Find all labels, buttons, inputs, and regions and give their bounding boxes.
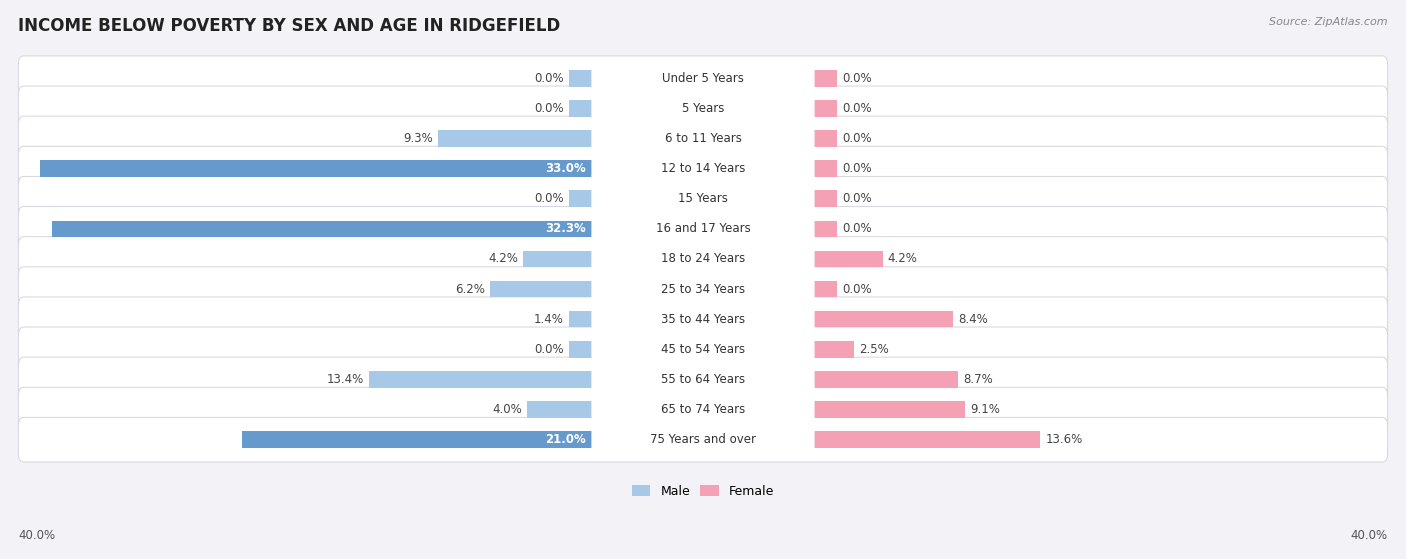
Text: 5 Years: 5 Years [682,102,724,115]
FancyBboxPatch shape [18,267,1388,311]
Text: 0.0%: 0.0% [534,192,564,205]
Text: 18 to 24 Years: 18 to 24 Years [661,253,745,266]
Text: 32.3%: 32.3% [544,222,585,235]
Text: 15 Years: 15 Years [678,192,728,205]
FancyBboxPatch shape [18,146,1388,191]
Text: 0.0%: 0.0% [842,132,872,145]
Text: 45 to 54 Years: 45 to 54 Years [661,343,745,356]
Bar [527,401,593,418]
Text: 4.2%: 4.2% [887,253,918,266]
FancyBboxPatch shape [18,116,1388,161]
FancyBboxPatch shape [18,56,1388,101]
Text: 33.0%: 33.0% [544,162,585,175]
Bar [813,100,837,117]
Bar [523,250,593,267]
FancyBboxPatch shape [592,427,814,452]
Text: 0.0%: 0.0% [842,72,872,85]
FancyBboxPatch shape [18,297,1388,342]
Text: 35 to 44 Years: 35 to 44 Years [661,312,745,326]
Bar [813,432,1040,448]
Bar [569,311,593,328]
FancyBboxPatch shape [18,418,1388,462]
Text: 65 to 74 Years: 65 to 74 Years [661,403,745,416]
Text: 0.0%: 0.0% [534,102,564,115]
Text: 12 to 14 Years: 12 to 14 Years [661,162,745,175]
FancyBboxPatch shape [592,65,814,91]
Text: 40.0%: 40.0% [18,529,55,542]
Bar [813,191,837,207]
Text: 13.6%: 13.6% [1045,433,1083,446]
FancyBboxPatch shape [592,367,814,392]
FancyBboxPatch shape [592,397,814,423]
FancyBboxPatch shape [18,357,1388,402]
FancyBboxPatch shape [18,236,1388,281]
FancyBboxPatch shape [592,156,814,181]
Text: 9.1%: 9.1% [970,403,1000,416]
Text: 55 to 64 Years: 55 to 64 Years [661,373,745,386]
Text: 4.0%: 4.0% [492,403,522,416]
FancyBboxPatch shape [18,206,1388,251]
Bar [813,221,837,237]
Text: 6 to 11 Years: 6 to 11 Years [665,132,741,145]
FancyBboxPatch shape [592,216,814,241]
Text: 13.4%: 13.4% [326,373,364,386]
Text: 1.4%: 1.4% [534,312,564,326]
Text: 40.0%: 40.0% [1351,529,1388,542]
FancyBboxPatch shape [592,126,814,151]
Bar [489,281,593,297]
Bar [813,401,965,418]
Bar [813,70,837,87]
Text: Under 5 Years: Under 5 Years [662,72,744,85]
Bar [437,130,593,147]
Bar [813,130,837,147]
Bar [569,70,593,87]
Text: 8.7%: 8.7% [963,373,993,386]
Bar [242,432,593,448]
Bar [52,221,593,237]
Bar [813,250,883,267]
Legend: Male, Female: Male, Female [627,480,779,503]
FancyBboxPatch shape [18,327,1388,372]
Text: 0.0%: 0.0% [842,192,872,205]
FancyBboxPatch shape [592,276,814,302]
Bar [813,371,957,388]
Bar [569,341,593,358]
Text: 25 to 34 Years: 25 to 34 Years [661,282,745,296]
Text: INCOME BELOW POVERTY BY SEX AND AGE IN RIDGEFIELD: INCOME BELOW POVERTY BY SEX AND AGE IN R… [18,17,561,35]
FancyBboxPatch shape [592,246,814,272]
FancyBboxPatch shape [592,306,814,332]
Bar [813,341,853,358]
FancyBboxPatch shape [18,86,1388,131]
Text: Source: ZipAtlas.com: Source: ZipAtlas.com [1270,17,1388,27]
Bar [41,160,593,177]
Text: 2.5%: 2.5% [859,343,889,356]
Bar [813,281,837,297]
Bar [368,371,593,388]
Text: 0.0%: 0.0% [842,162,872,175]
Text: 0.0%: 0.0% [534,343,564,356]
Bar [569,191,593,207]
FancyBboxPatch shape [592,186,814,211]
Text: 21.0%: 21.0% [544,433,585,446]
FancyBboxPatch shape [592,337,814,362]
Text: 75 Years and over: 75 Years and over [650,433,756,446]
Text: 0.0%: 0.0% [842,222,872,235]
Text: 6.2%: 6.2% [456,282,485,296]
Text: 4.2%: 4.2% [488,253,519,266]
Text: 0.0%: 0.0% [842,282,872,296]
FancyBboxPatch shape [18,177,1388,221]
Text: 0.0%: 0.0% [842,102,872,115]
Text: 9.3%: 9.3% [404,132,433,145]
FancyBboxPatch shape [18,387,1388,432]
Bar [813,160,837,177]
Text: 8.4%: 8.4% [957,312,988,326]
Text: 16 and 17 Years: 16 and 17 Years [655,222,751,235]
Text: 0.0%: 0.0% [534,72,564,85]
FancyBboxPatch shape [592,96,814,121]
Bar [569,100,593,117]
Bar [813,311,953,328]
